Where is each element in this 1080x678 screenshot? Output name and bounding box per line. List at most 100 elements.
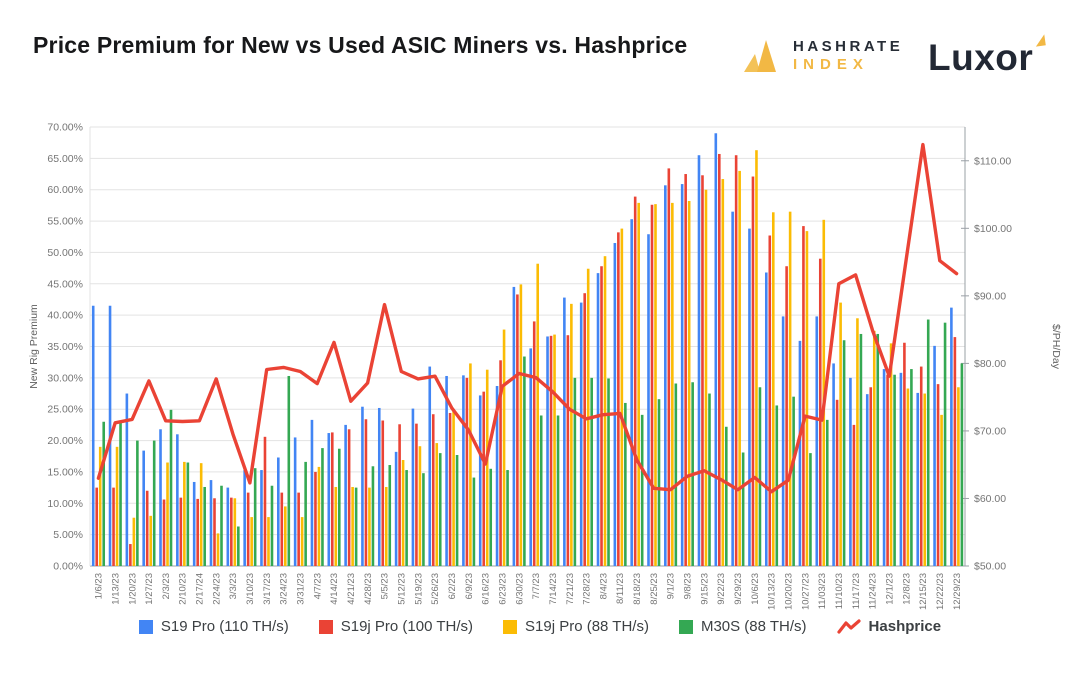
plot-borders	[89, 127, 966, 566]
svg-text:3/10/23: 3/10/23	[245, 573, 256, 605]
svg-text:40.00%: 40.00%	[47, 310, 83, 322]
bars-m30s-88-th-s-	[102, 319, 964, 566]
hashrate-index-logo: HASHRATE INDEX	[742, 36, 903, 76]
hashrate-index-logo-icon	[744, 40, 776, 72]
chart-title: Price Premium for New vs Used ASIC Miner…	[33, 32, 688, 58]
legend-swatch	[138, 619, 153, 634]
svg-text:10.00%: 10.00%	[47, 498, 83, 510]
svg-text:30.00%: 30.00%	[47, 372, 83, 384]
svg-text:8/11/23: 8/11/23	[615, 573, 626, 604]
svg-text:$60.00: $60.00	[974, 493, 1006, 505]
svg-text:45.00%: 45.00%	[47, 278, 83, 290]
svg-text:0.00%: 0.00%	[53, 561, 83, 573]
x-axis-tick-labels: 1/6/23 1/13/23 1/20/23 1/27/23 2/3/23 2/10/23…	[94, 573, 963, 610]
svg-text:11/17/23: 11/17/23	[851, 573, 862, 609]
svg-text:$50.00: $50.00	[974, 561, 1006, 573]
chart-canvas: 0.00% 5.00% 10.00% 15.00% 20.00% 25.00% 30.00%…	[28, 122, 1062, 610]
svg-text:6/2/23: 6/2/23	[447, 573, 458, 599]
svg-text:50.00%: 50.00%	[47, 247, 83, 259]
legend-swatch	[503, 619, 518, 634]
svg-text:9/22/23: 9/22/23	[716, 573, 727, 605]
svg-text:4/28/23: 4/28/23	[363, 573, 374, 605]
svg-text:7/21/23: 7/21/23	[565, 573, 576, 605]
svg-text:$70.00: $70.00	[974, 425, 1006, 437]
svg-text:6/9/23: 6/9/23	[464, 573, 475, 599]
svg-text:12/29/23: 12/29/23	[952, 573, 963, 610]
svg-text:5/19/23: 5/19/23	[413, 573, 424, 605]
svg-text:1/6/23: 1/6/23	[94, 573, 105, 599]
svg-text:$80.00: $80.00	[974, 358, 1006, 370]
luxor-logo: Luxor	[928, 34, 1047, 78]
svg-text:7/14/23: 7/14/23	[548, 573, 559, 605]
hashrate-index-wordmark: HASHRATE INDEX	[793, 38, 903, 74]
svg-text:25.00%: 25.00%	[47, 404, 83, 416]
chart-legend: S19 Pro (110 TH/s) S19j Pro (100 TH/s) S19…	[0, 618, 1080, 635]
svg-text:8/4/23: 8/4/23	[598, 573, 609, 599]
svg-text:12/8/23: 12/8/23	[901, 573, 912, 605]
svg-text:10/27/23: 10/27/23	[800, 573, 811, 610]
legend-label: S19 Pro (110 TH/s)	[160, 618, 289, 635]
luxor-wordmark: Luxor	[928, 37, 1034, 78]
svg-text:8/25/23: 8/25/23	[649, 573, 660, 605]
svg-text:2/10/23: 2/10/23	[178, 573, 189, 605]
svg-text:3/31/23: 3/31/23	[296, 573, 307, 605]
svg-text:5/26/23: 5/26/23	[430, 573, 441, 605]
svg-text:11/24/23: 11/24/23	[868, 573, 879, 609]
left-axis-title: New Rig Premium	[28, 304, 40, 389]
legend-item-hashprice: Hashprice	[836, 618, 942, 635]
svg-text:1/27/23: 1/27/23	[144, 573, 155, 605]
y-gridlines	[90, 126, 965, 567]
svg-text:10/6/23: 10/6/23	[750, 573, 761, 605]
svg-text:11/10/23: 11/10/23	[834, 573, 845, 609]
svg-text:9/29/23: 9/29/23	[733, 573, 744, 605]
svg-text:2/24/23: 2/24/23	[211, 573, 222, 605]
chart-area: 0.00% 5.00% 10.00% 15.00% 20.00% 25.00% 30.00%…	[0, 110, 1080, 615]
legend-item-s19j-pro-88-th-s-: S19j Pro (88 TH/s)	[503, 618, 649, 635]
svg-text:6/16/23: 6/16/23	[481, 573, 492, 605]
svg-text:5/5/23: 5/5/23	[380, 573, 391, 599]
legend-label: S19j Pro (100 TH/s)	[340, 618, 474, 635]
svg-text:$/PH/Day: $/PH/Day	[1050, 324, 1062, 370]
svg-text:55.00%: 55.00%	[47, 216, 83, 228]
legend-item-s19j-pro-100-th-s-: S19j Pro (100 TH/s)	[318, 618, 474, 635]
svg-text:12/15/23: 12/15/23	[918, 573, 929, 610]
left-axis-tick-labels: 0.00% 5.00% 10.00% 15.00% 20.00% 25.00% 30.00%…	[47, 122, 83, 573]
svg-text:35.00%: 35.00%	[47, 341, 83, 353]
legend-label: S19j Pro (88 TH/s)	[525, 618, 649, 635]
hashprice-line-icon	[836, 618, 861, 634]
legend-label: M30S (88 TH/s)	[700, 618, 807, 635]
svg-text:9/8/23: 9/8/23	[683, 573, 694, 599]
svg-text:5/12/23: 5/12/23	[397, 573, 408, 605]
header: Price Premium for New vs Used ASIC Miner…	[0, 0, 1080, 112]
svg-text:2/3/23: 2/3/23	[161, 573, 172, 599]
svg-text:$110.00: $110.00	[974, 155, 1011, 167]
svg-text:1/20/23: 1/20/23	[127, 573, 138, 605]
svg-text:4/21/23: 4/21/23	[346, 573, 357, 605]
svg-text:3/24/23: 3/24/23	[279, 573, 290, 605]
svg-text:6/23/23: 6/23/23	[498, 573, 509, 605]
svg-text:60.00%: 60.00%	[47, 184, 83, 196]
svg-text:4/7/23: 4/7/23	[312, 573, 323, 599]
svg-text:20.00%: 20.00%	[47, 435, 83, 447]
index-text: INDEX	[793, 56, 869, 73]
hashrate-text: HASHRATE	[793, 38, 904, 55]
svg-text:8/18/23: 8/18/23	[632, 573, 643, 605]
svg-text:7/7/23: 7/7/23	[531, 573, 542, 599]
right-axis-title: $/PH/Day	[1050, 324, 1062, 370]
svg-text:2/17/24: 2/17/24	[195, 573, 206, 605]
svg-text:9/1/23: 9/1/23	[666, 573, 677, 599]
svg-text:15.00%: 15.00%	[47, 466, 83, 478]
svg-text:1/13/23: 1/13/23	[110, 573, 121, 605]
hashprice-line	[96, 142, 959, 494]
bars-s19j-pro-100-th-s-	[95, 153, 957, 567]
svg-text:7/28/23: 7/28/23	[582, 573, 593, 605]
svg-text:3/17/23: 3/17/23	[262, 573, 273, 605]
svg-text:11/03/23: 11/03/23	[817, 573, 828, 609]
svg-text:12/1/23: 12/1/23	[885, 573, 896, 605]
svg-text:9/15/23: 9/15/23	[699, 573, 710, 605]
legend-label: Hashprice	[868, 618, 942, 635]
svg-text:10/20/23: 10/20/23	[784, 573, 795, 610]
svg-text:10/13/23: 10/13/23	[767, 573, 778, 610]
svg-text:$90.00: $90.00	[974, 290, 1006, 302]
